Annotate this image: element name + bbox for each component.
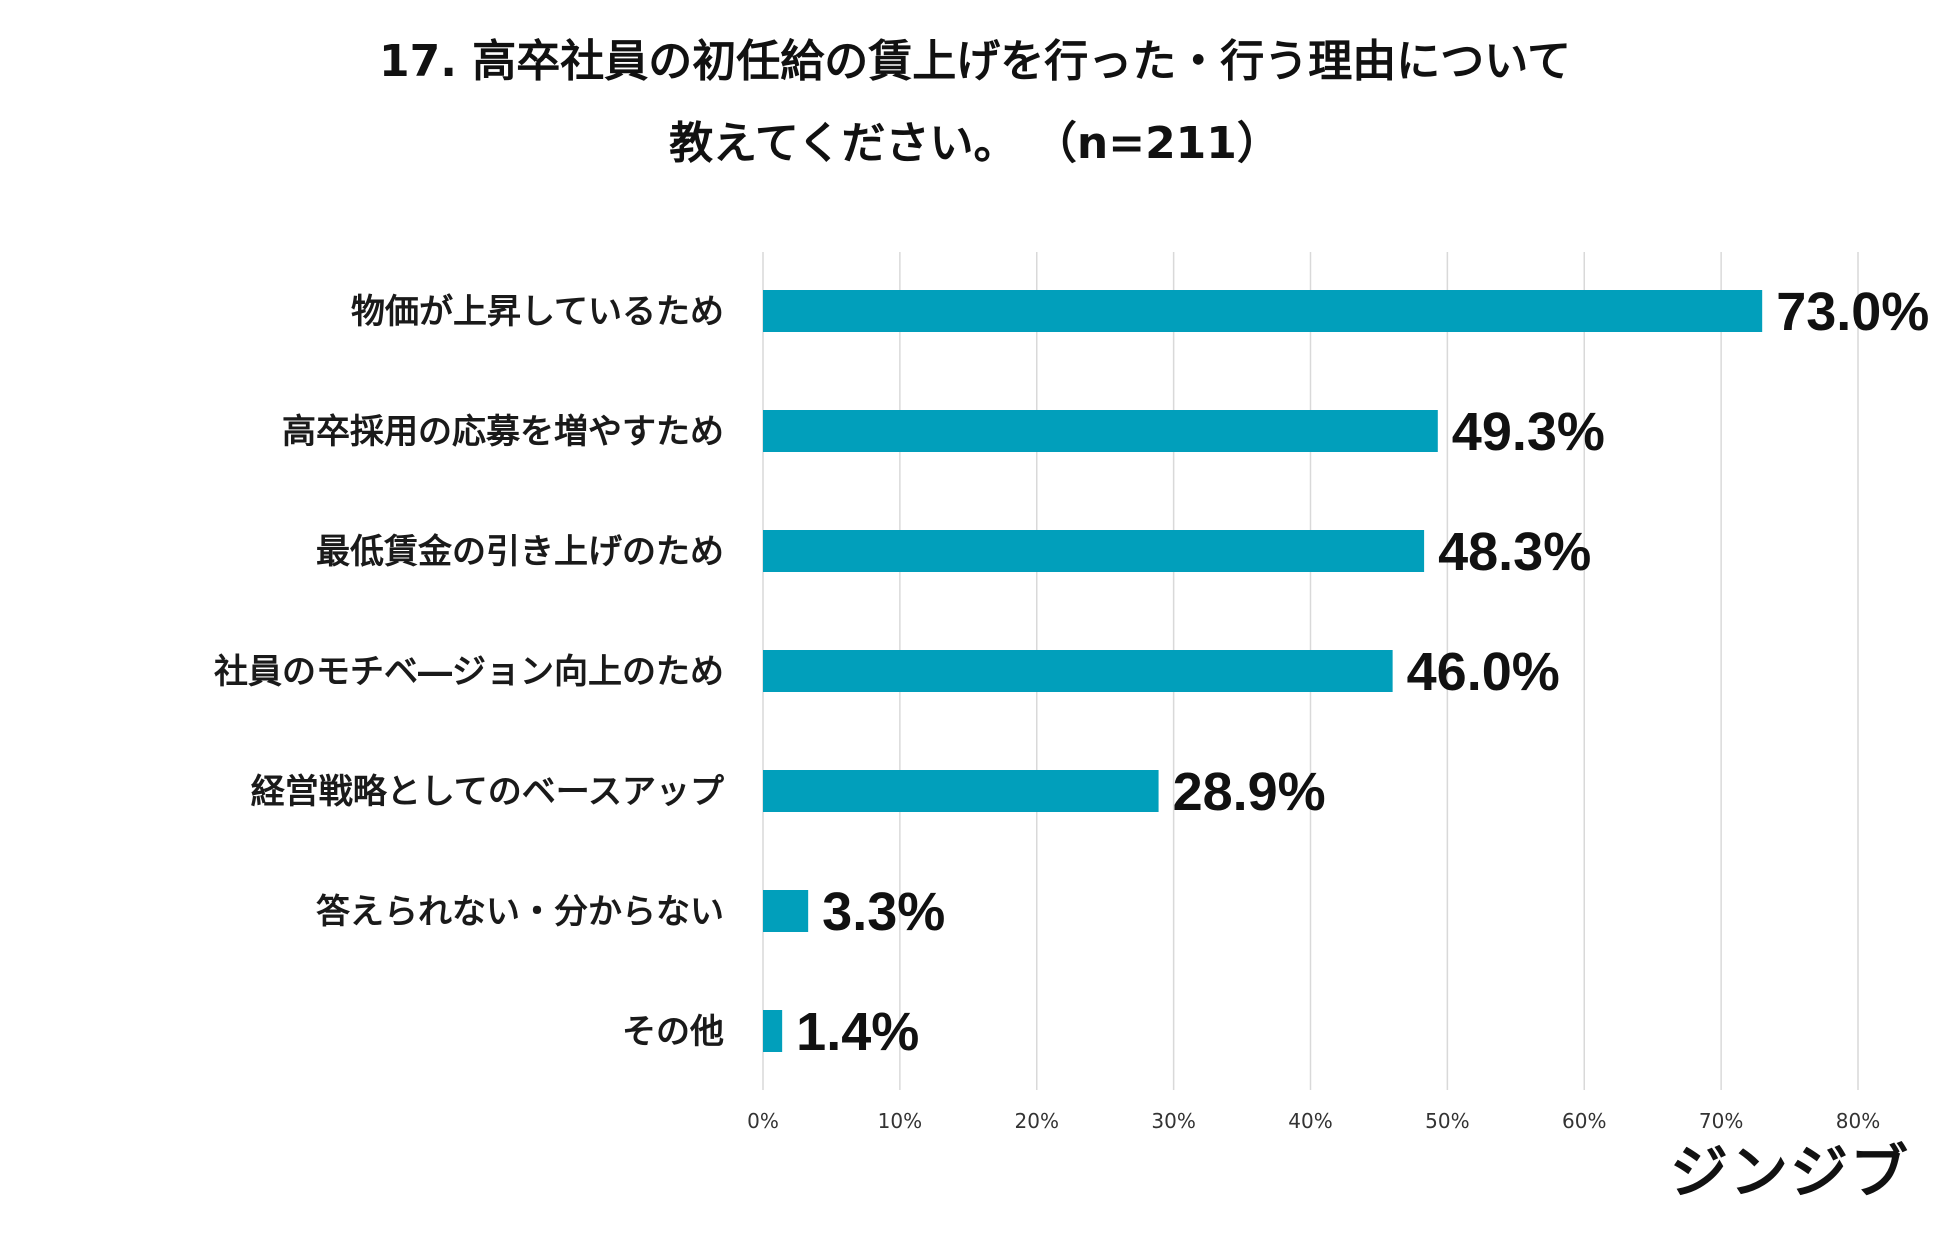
bar: [763, 1010, 783, 1052]
bar: [763, 650, 1393, 692]
bar: [763, 290, 1763, 332]
x-tick-label: 80%: [1836, 1109, 1880, 1133]
category-label: 答えられない・分からない: [316, 892, 724, 932]
x-tick-label: 30%: [1151, 1109, 1195, 1133]
x-axis-tick-labels: 0% 10% 20% 30% 40% 50% 60% 70% 80%: [747, 1109, 1880, 1133]
category-label: 最低賃金の引き上げのため: [316, 532, 724, 572]
x-tick-label: 0%: [747, 1109, 779, 1133]
brand-logo: ジンジブ: [1669, 1138, 1910, 1206]
category-labels: 物価が上昇しているため高卒採用の応募を増やすため最低賃金の引き上げのため社員のモ…: [214, 292, 724, 1052]
value-label: 46.0%: [1407, 642, 1560, 702]
category-label: 社員のモチベ―ジョン向上のため: [214, 652, 724, 692]
value-label: 1.4%: [796, 1002, 919, 1062]
category-label: 物価が上昇しているため: [351, 292, 724, 332]
category-label: 経営戦略としてのベースアップ: [251, 772, 724, 812]
value-labels: 73.0% 49.3% 48.3% 46.0% 28.9% 3.3% 1.4%: [796, 282, 1929, 1062]
value-label: 49.3%: [1452, 402, 1605, 462]
x-tick-label: 20%: [1015, 1109, 1059, 1133]
value-label: 48.3%: [1438, 522, 1591, 582]
chart-title-line2: 教えてください。 （n=211）: [669, 118, 1281, 169]
bar: [763, 770, 1159, 812]
bar: [763, 410, 1438, 452]
x-tick-label: 60%: [1562, 1109, 1606, 1133]
x-tick-label: 50%: [1425, 1109, 1469, 1133]
value-label: 28.9%: [1173, 762, 1326, 822]
category-label: 高卒採用の応募を増やすため: [282, 412, 724, 452]
category-label: その他: [622, 1012, 724, 1052]
bar: [763, 890, 809, 932]
bars: [763, 290, 1763, 1052]
chart-title-line1: 17. 高卒社員の初任給の賃上げを行った・行う理由について: [379, 36, 1571, 87]
x-tick-label: 70%: [1699, 1109, 1743, 1133]
x-tick-label: 10%: [878, 1109, 922, 1133]
bar: [763, 530, 1425, 572]
x-tick-label: 40%: [1288, 1109, 1332, 1133]
value-label: 3.3%: [822, 882, 945, 942]
value-label: 73.0%: [1776, 282, 1929, 342]
